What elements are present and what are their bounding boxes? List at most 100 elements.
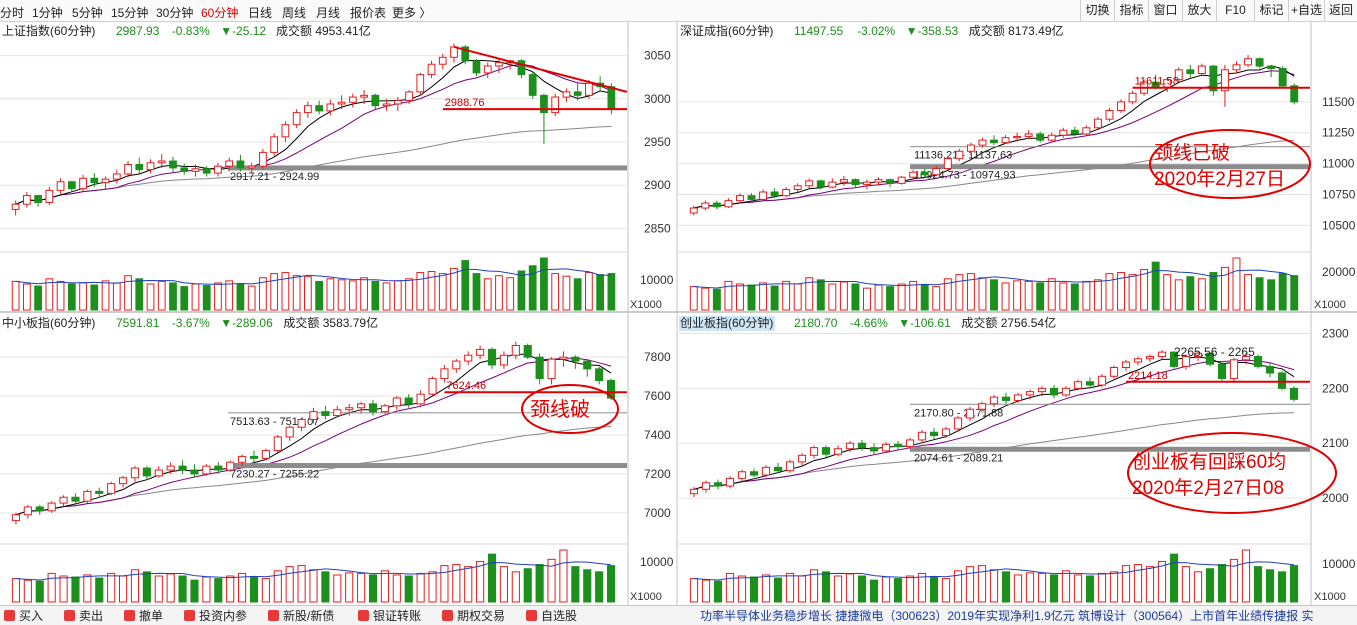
timeframe-tab-8[interactable]: 月线: [316, 6, 341, 20]
toolbar-button-3[interactable]: 放大: [1182, 0, 1216, 21]
candle-body: [416, 393, 425, 405]
candle-body: [427, 63, 436, 76]
toolbar-button-2[interactable]: 窗口: [1148, 0, 1182, 21]
volume-bar: [249, 576, 259, 603]
trade-icon: [526, 610, 537, 621]
volume-bar: [321, 571, 330, 603]
volume-bar: [737, 575, 747, 603]
trade-button-5[interactable]: 银证转账: [358, 608, 421, 624]
trade-button-1[interactable]: 卖出: [64, 608, 103, 624]
volume-bar: [585, 272, 593, 311]
timeframe-tab-5[interactable]: 60分钟: [201, 6, 239, 20]
volume-bar: [1025, 572, 1035, 603]
volume-bar: [966, 273, 975, 311]
candle-body: [326, 103, 335, 112]
volume-bar: [1181, 566, 1191, 603]
volume-bar: [1001, 282, 1010, 311]
candle-body: [1209, 65, 1218, 92]
volume-bar: [360, 277, 368, 311]
volume-bar: [869, 579, 879, 603]
volume-bar: [427, 271, 436, 311]
news-ticker[interactable]: 功率半导体业务稳步增长 捷捷微电（300623）2019年实现净利1.9亿元 筑…: [700, 609, 1314, 623]
volume-bar: [1278, 273, 1287, 311]
timeframe-tab-9[interactable]: 报价表: [350, 6, 387, 20]
timeframe-tab-2[interactable]: 5分钟: [72, 6, 103, 20]
volume-bar: [1128, 274, 1137, 311]
price-axis-tick: 2000: [1322, 491, 1349, 505]
candle-body: [461, 46, 470, 62]
toolbar-button-4[interactable]: F10: [1216, 0, 1254, 21]
candle-body: [392, 397, 401, 407]
timeframe-tab-4[interactable]: 30分钟: [156, 6, 194, 20]
support-band: [910, 446, 1310, 452]
candle-body: [851, 179, 860, 186]
candle-body: [1105, 110, 1114, 120]
volume-bar: [130, 569, 140, 603]
panel-index-change: ▼-289.06: [220, 316, 273, 330]
timeframe-tab-0[interactable]: 分时: [0, 6, 25, 20]
timeframe-tab-1[interactable]: 1分钟: [32, 6, 63, 20]
volume-bar: [67, 283, 76, 311]
support-band-label: 7230.27 - 7255.22: [230, 469, 319, 481]
candle-body: [47, 502, 56, 512]
candle-body: [571, 356, 580, 362]
volume-bar: [416, 572, 425, 603]
timeframe-tab-10[interactable]: 更多 〉: [392, 6, 432, 20]
trade-button-7[interactable]: 自选股: [526, 608, 577, 624]
timeframe-tab-3[interactable]: 15分钟: [111, 6, 149, 20]
price-axis-tick: 2850: [644, 221, 671, 235]
volume-bar: [689, 286, 698, 311]
volume-bar: [724, 280, 733, 311]
volume-bar: [202, 285, 211, 311]
volume-bar: [897, 283, 906, 311]
timeframe-tab-6[interactable]: 日线: [248, 6, 273, 20]
candle-body: [281, 124, 290, 138]
candle-body: [487, 348, 497, 366]
candle-body: [309, 411, 318, 420]
volume-bar: [893, 578, 903, 603]
candle-body: [749, 471, 759, 476]
trade-button-2[interactable]: 撤单: [124, 608, 163, 624]
volume-bar: [1070, 283, 1079, 311]
panel-index-change: ▼-358.53: [906, 24, 959, 38]
neckline-label: 7624.46: [446, 380, 486, 392]
candle-body: [107, 483, 116, 494]
volume-bar: [23, 579, 32, 603]
volume-bar: [1186, 276, 1195, 311]
volume-bar: [793, 283, 802, 311]
volume-bar: [506, 277, 515, 311]
candle-body: [606, 380, 616, 399]
price-axis-tick: 10500: [1322, 218, 1356, 232]
toolbar-button-1[interactable]: 指标: [1114, 0, 1148, 21]
candle-body: [920, 171, 929, 176]
panel-index-change: ▼-25.12: [220, 24, 266, 38]
price-axis-tick: 7000: [644, 506, 671, 520]
toolbar-button-7[interactable]: 返回: [1324, 0, 1357, 21]
volume-bar: [1253, 566, 1263, 603]
candle-body: [535, 356, 544, 380]
trade-button-0[interactable]: 买入: [4, 608, 43, 624]
candle-body: [1289, 387, 1299, 400]
trade-button-6[interactable]: 期权交易: [442, 608, 505, 624]
trade-button-4[interactable]: 新股/新债: [268, 608, 334, 624]
candle-body: [180, 167, 189, 172]
toolbar-button-6[interactable]: +自选: [1288, 0, 1324, 21]
toolbar-button-0[interactable]: 切换: [1080, 0, 1114, 21]
toolbar-button-5[interactable]: 标记: [1254, 0, 1288, 21]
price-axis-tick: 7800: [644, 350, 671, 364]
candle-body: [1013, 394, 1023, 401]
panel-index-pct: -3.02%: [857, 24, 895, 38]
volume-bar: [22, 283, 31, 311]
candle-body: [1085, 381, 1095, 386]
trade-button-3[interactable]: 投资内参: [184, 608, 247, 624]
candle-body: [1001, 396, 1011, 401]
candle-body: [893, 443, 903, 448]
volume-bar: [1255, 277, 1264, 311]
volume-bar: [452, 564, 461, 603]
candle-body: [1133, 358, 1143, 363]
timeframe-tab-7[interactable]: 周线: [282, 6, 307, 20]
candle-body: [1186, 69, 1195, 74]
candle-body: [157, 160, 166, 164]
candle-body: [476, 348, 485, 356]
volume-bar: [965, 566, 975, 603]
